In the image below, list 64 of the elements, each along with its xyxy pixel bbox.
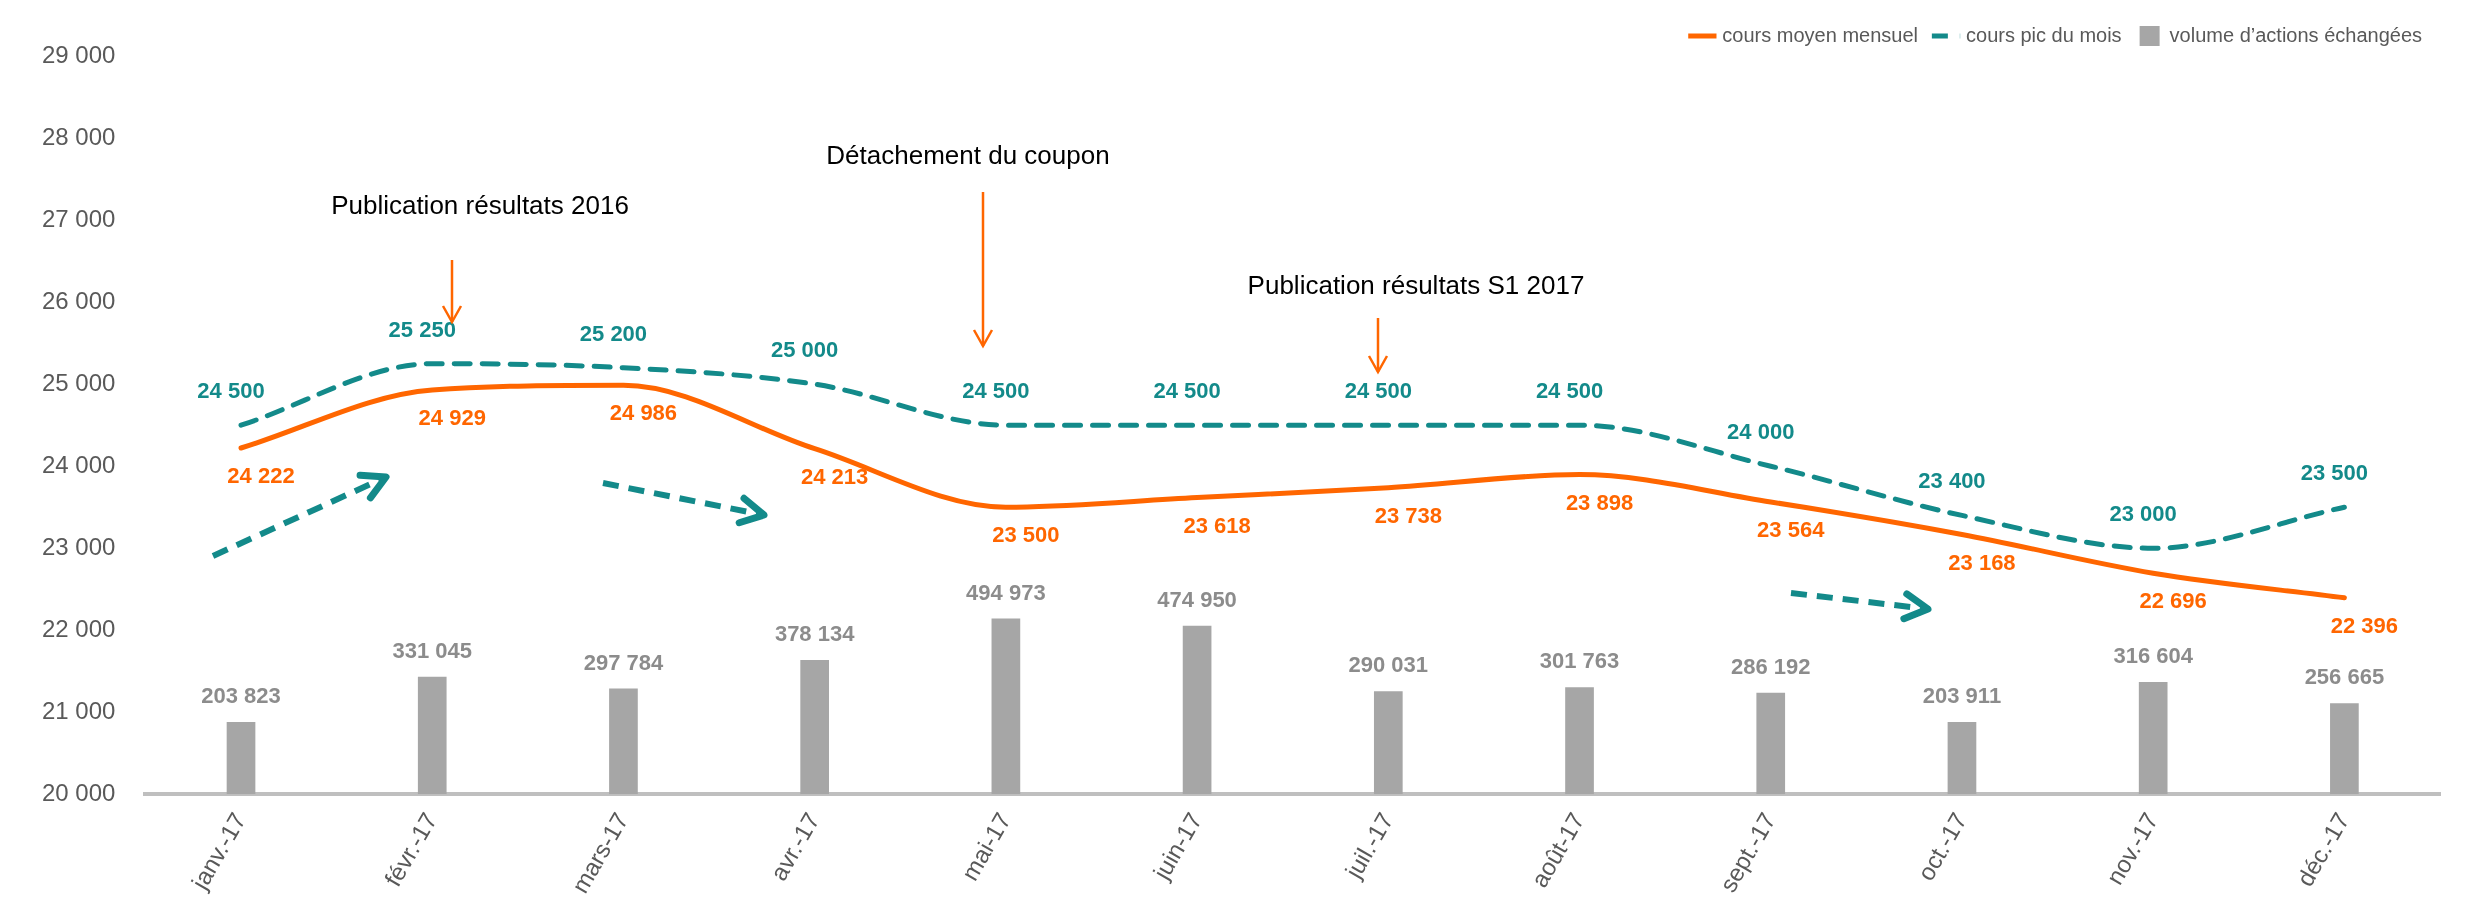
data-label: 23 500 <box>992 522 1060 548</box>
data-label: 24 222 <box>227 463 295 489</box>
data-label: 286 192 <box>1730 653 1811 679</box>
data-label: 24 213 <box>801 463 869 489</box>
data-label: 24 500 <box>1535 378 1604 404</box>
bar <box>417 676 447 795</box>
y-tick-label: 22 000 <box>42 614 116 642</box>
y-tick-label: 23 000 <box>42 532 116 560</box>
data-label: 331 045 <box>392 637 472 663</box>
annotation: Publication résultats 2016 <box>331 190 629 221</box>
data-label: 24 929 <box>418 405 486 431</box>
data-label: 316 604 <box>2113 642 2194 668</box>
bar <box>226 721 256 795</box>
y-tick-label: 27 000 <box>42 204 116 232</box>
data-label: 25 200 <box>579 320 648 346</box>
bar <box>1565 687 1594 795</box>
legend-label: cours moyen mensuel <box>1722 23 1919 46</box>
bar <box>1182 625 1212 795</box>
bar <box>2330 703 2359 795</box>
data-label: 25 250 <box>388 316 456 342</box>
bar <box>991 618 1021 795</box>
data-label: 203 911 <box>1922 683 2002 709</box>
data-label: 24 000 <box>1727 419 1795 445</box>
data-label: 24 500 <box>1153 378 1221 404</box>
data-label: 297 784 <box>583 649 664 675</box>
bar <box>1756 692 1786 795</box>
data-label: 22 396 <box>2330 612 2399 638</box>
data-label: 23 898 <box>1565 489 1634 515</box>
data-label: 494 973 <box>966 579 1046 605</box>
data-label: 23 564 <box>1757 517 1826 543</box>
legend-label: volume d’actions échangées <box>2169 23 2423 46</box>
data-label: 24 500 <box>962 378 1030 404</box>
y-tick-label: 24 000 <box>42 450 116 478</box>
y-tick-label: 26 000 <box>42 286 116 314</box>
y-tick-label: 29 000 <box>42 40 116 68</box>
data-label: 22 696 <box>2139 588 2207 614</box>
data-label: 23 738 <box>1374 502 1442 528</box>
data-label: 23 500 <box>2300 460 2369 486</box>
data-label: 24 500 <box>197 378 265 404</box>
data-label: 301 763 <box>1539 648 1620 674</box>
bar <box>609 688 638 795</box>
y-tick-label: 25 000 <box>42 368 116 396</box>
data-label: 25 000 <box>771 337 839 363</box>
data-label: 203 823 <box>201 683 281 709</box>
data-label: 23 000 <box>2109 501 2177 527</box>
y-tick-label: 21 000 <box>42 696 116 724</box>
data-label: 23 400 <box>1918 468 1986 494</box>
data-label: 23 168 <box>1948 549 2016 575</box>
data-label: 474 950 <box>1157 586 1237 612</box>
y-tick-label: 28 000 <box>42 122 116 150</box>
data-label: 23 618 <box>1183 512 1251 538</box>
bar <box>1373 691 1403 795</box>
legend-label: cours pic du mois <box>1966 23 2122 46</box>
bar <box>2138 681 2168 795</box>
bar <box>1947 721 1977 795</box>
data-label: 378 134 <box>774 621 856 647</box>
bar <box>800 660 829 795</box>
annotation: Détachement du coupon <box>826 140 1110 171</box>
data-label: 24 986 <box>609 400 678 426</box>
data-label: 290 031 <box>1348 652 1429 678</box>
data-label: 256 665 <box>2304 664 2385 690</box>
annotation: Publication résultats S1 2017 <box>1247 270 1585 301</box>
y-tick-label: 20 000 <box>42 779 116 806</box>
data-label: 24 500 <box>1344 378 1412 404</box>
